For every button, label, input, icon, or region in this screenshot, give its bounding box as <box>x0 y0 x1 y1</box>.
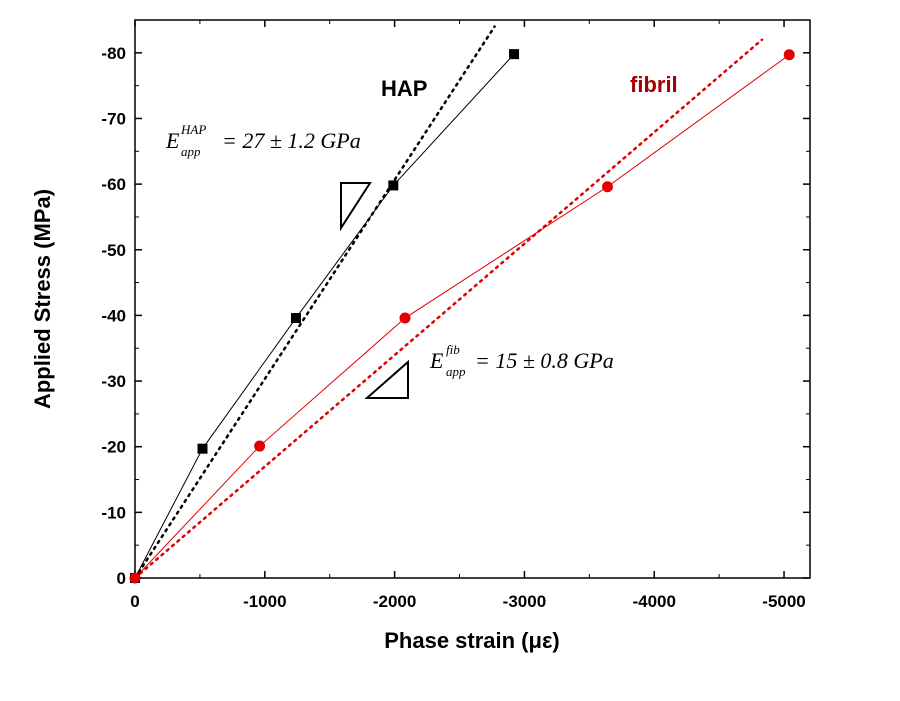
y-axis-ticks: 0 -10 -20 -30 -40 -50 -60 -70 -80 <box>101 19 810 588</box>
fibril-modulus-value: = 15 ± 0.8 GPa <box>475 348 614 373</box>
hap-modulus-symbol: E <box>165 128 180 153</box>
hap-data-point <box>388 180 399 191</box>
series-markers <box>129 49 795 584</box>
fibril-data-point <box>602 181 613 193</box>
hap-fit-line <box>133 25 496 580</box>
y-tick-label: -40 <box>101 306 126 325</box>
y-tick-label: 0 <box>117 569 126 588</box>
fibril-modulus-sup: fib <box>446 342 460 357</box>
hap-modulus-annotation: E HAP app = 27 ± 1.2 GPa <box>165 122 361 159</box>
y-axis-title: Applied Stress (MPa) <box>30 189 55 409</box>
x-tick-label: -5000 <box>762 592 805 611</box>
fibril-slope-triangle <box>364 359 409 399</box>
fibril-series-label: fibril <box>630 72 678 97</box>
fibril-data-point <box>129 572 141 584</box>
y-tick-label: -60 <box>101 175 126 194</box>
hap-data-point <box>197 443 208 454</box>
x-tick-label: -4000 <box>632 592 675 611</box>
fibril-data-point <box>254 440 266 452</box>
fibril-modulus-symbol: E <box>429 348 444 373</box>
fibril-fit-line <box>133 38 764 580</box>
hap-series-label: HAP <box>381 76 427 101</box>
x-axis-ticks: 0 -1000 -2000 -3000 -4000 -5000 <box>130 20 806 611</box>
y-tick-label: -20 <box>101 438 126 457</box>
hap-slope-triangle <box>340 182 372 232</box>
fibril-modulus-annotation: E fib app = 15 ± 0.8 GPa <box>429 342 614 379</box>
y-tick-label: -30 <box>101 372 126 391</box>
hap-data-point <box>290 313 301 324</box>
x-tick-label: -1000 <box>243 592 286 611</box>
x-axis-title: Phase strain (με) <box>384 628 560 653</box>
y-tick-label: -50 <box>101 241 126 260</box>
hap-data-point <box>509 49 520 60</box>
y-tick-label: -70 <box>101 109 126 128</box>
fibril-data-point <box>399 312 411 324</box>
y-tick-label: -80 <box>101 44 126 63</box>
hap-modulus-sup: HAP <box>180 122 206 137</box>
x-tick-label: -2000 <box>373 592 416 611</box>
hap-modulus-value: = 27 ± 1.2 GPa <box>222 128 361 153</box>
x-tick-label: -3000 <box>503 592 546 611</box>
plot-frame <box>134 19 811 579</box>
hap-modulus-sub: app <box>181 144 201 159</box>
x-tick-label: 0 <box>130 592 139 611</box>
fibril-data-point <box>783 49 795 61</box>
y-tick-label: -10 <box>101 503 126 522</box>
fit-lines <box>133 25 764 580</box>
fibril-modulus-sub: app <box>446 364 466 379</box>
